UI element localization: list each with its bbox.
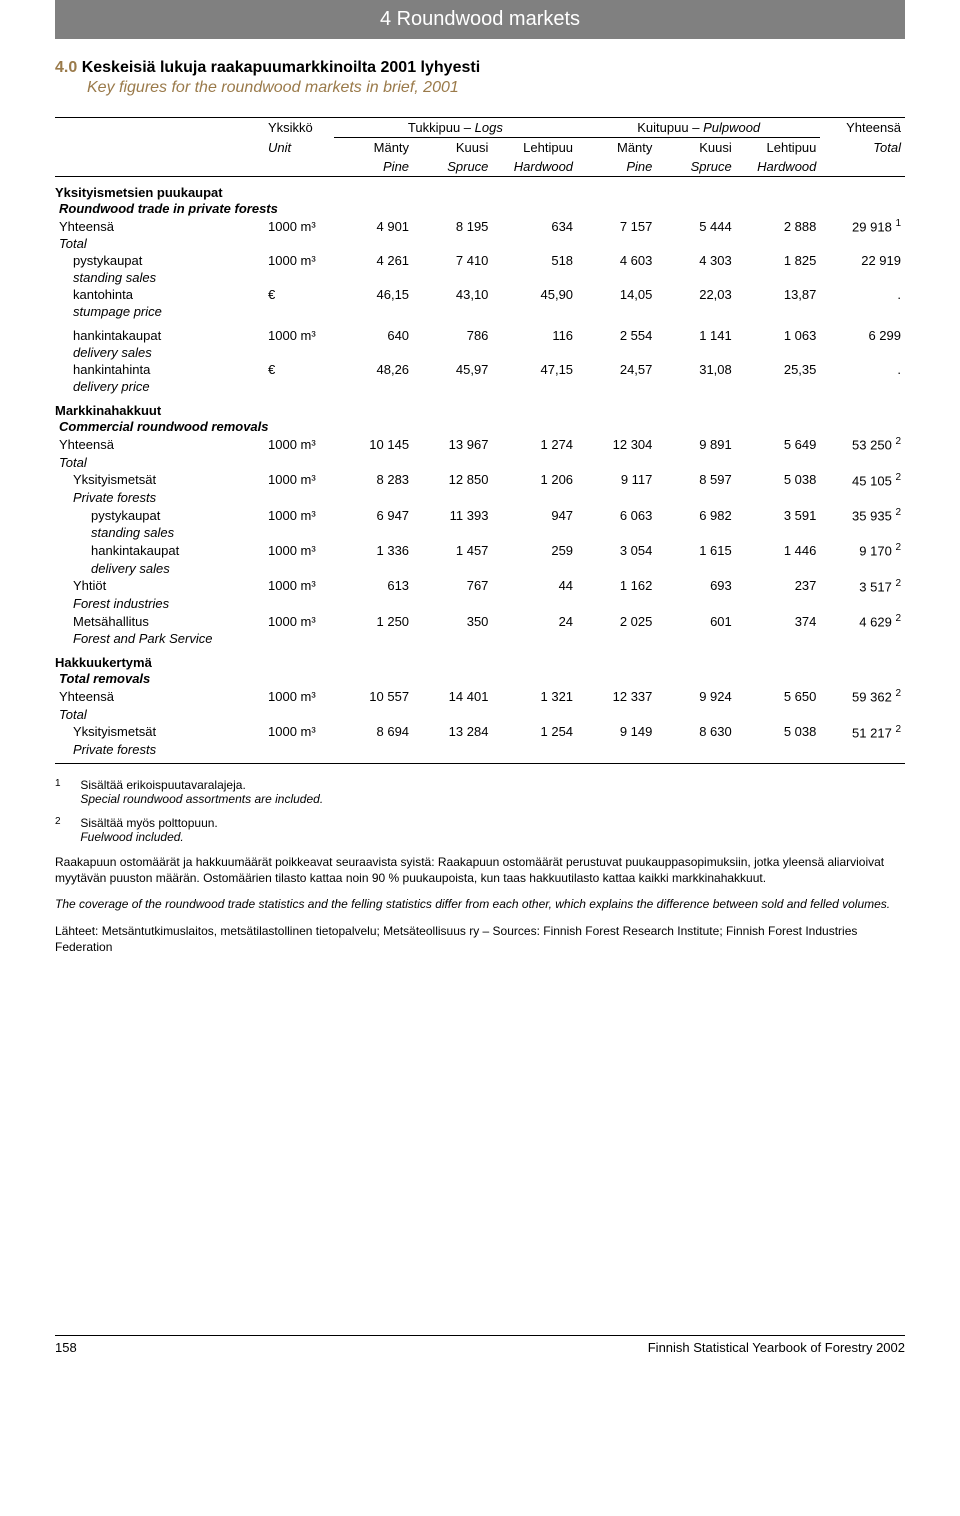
- r1: Yhteensä1000 m³ 4 9018 195634 7 1575 444…: [55, 217, 905, 235]
- title-en: Key figures for the roundwood markets in…: [87, 79, 905, 97]
- r7-en: Private forests: [55, 489, 905, 506]
- header-row-3: Pine Spruce Hardwood Pine Spruce Hardwoo…: [55, 157, 905, 177]
- r13-en: Private forests: [55, 741, 905, 764]
- data-table: Yksikkö Tukkipuu – Logs Kuitupuu – Pulpw…: [55, 117, 905, 764]
- r4-en: delivery sales: [55, 344, 905, 361]
- r12: Yhteensä1000 m³ 10 55714 4011 321 12 337…: [55, 687, 905, 705]
- r5: hankintahinta€ 48,2645,9747,15 24,5731,0…: [55, 361, 905, 378]
- r3-en: stumpage price: [55, 303, 905, 320]
- chapter-header: 4 Roundwood markets: [55, 0, 905, 39]
- section-3-en: Total removals: [55, 670, 905, 687]
- section-2-en: Commercial roundwood removals: [55, 418, 905, 435]
- r12-en: Total: [55, 706, 905, 723]
- header-row-2: Unit Mänty Kuusi Lehtipuu Mänty Kuusi Le…: [55, 138, 905, 158]
- r11-en: Forest and Park Service: [55, 630, 905, 647]
- r11: Metsähallitus1000 m³ 1 25035024 2 025601…: [55, 612, 905, 630]
- r9: hankintakaupat1000 m³ 1 3361 457259 3 05…: [55, 541, 905, 559]
- r3: kantohinta€ 46,1543,1045,90 14,0522,0313…: [55, 286, 905, 303]
- r8: pystykaupat1000 m³ 6 94711 393947 6 0636…: [55, 506, 905, 524]
- col-unit-en: Unit: [264, 138, 334, 158]
- r4: hankintakaupat1000 m³ 640786116 2 5541 1…: [55, 320, 905, 344]
- section-3-fi: Hakkuukertymä: [55, 647, 905, 670]
- section-2-fi: Markkinahakkuut: [55, 395, 905, 418]
- r10: Yhtiöt1000 m³ 61376744 1 162693237 3 517…: [55, 577, 905, 595]
- footnote-1: 1 Sisältää erikoispuutavaralajeja.Specia…: [55, 778, 905, 806]
- r1-en: Total: [55, 235, 905, 252]
- col-logs: Tukkipuu – Logs: [334, 118, 577, 138]
- section-1-fi: Yksityismetsien puukaupat: [55, 177, 905, 201]
- r13: Yksityismetsät1000 m³ 8 69413 2841 254 9…: [55, 723, 905, 741]
- title-number: 4.0: [55, 59, 77, 76]
- book-title: Finnish Statistical Yearbook of Forestry…: [648, 1340, 905, 1355]
- header-row-1: Yksikkö Tukkipuu – Logs Kuitupuu – Pulpw…: [55, 118, 905, 138]
- r5-en: delivery price: [55, 378, 905, 395]
- col-unit-fi: Yksikkö: [264, 118, 334, 138]
- sources-line: Lähteet: Metsäntutkimuslaitos, metsätila…: [55, 923, 905, 955]
- r7: Yksityismetsät1000 m³ 8 28312 8501 206 9…: [55, 471, 905, 489]
- r8-en: standing sales: [55, 524, 905, 541]
- page-footer: 158 Finnish Statistical Yearbook of Fore…: [55, 1335, 905, 1355]
- footnote-2: 2 Sisältää myös polttopuun.Fuelwood incl…: [55, 816, 905, 844]
- r10-en: Forest industries: [55, 595, 905, 612]
- note-paragraph-1: Raakapuun ostomäärät ja hakkuumäärät poi…: [55, 854, 905, 886]
- col-total-fi: Yhteensä: [820, 118, 905, 138]
- section-1-en: Roundwood trade in private forests: [55, 200, 905, 217]
- note-paragraph-2: The coverage of the roundwood trade stat…: [55, 896, 905, 912]
- col-total-en: Total: [820, 138, 905, 158]
- r6: Yhteensä1000 m³ 10 14513 9671 274 12 304…: [55, 435, 905, 453]
- footnotes: 1 Sisältää erikoispuutavaralajeja.Specia…: [55, 778, 905, 844]
- page-number: 158: [55, 1340, 77, 1355]
- title-fi: Keskeisiä lukuja raakapuumarkkinoilta 20…: [82, 59, 480, 76]
- col-pulp: Kuitupuu – Pulpwood: [577, 118, 820, 138]
- r9-en: delivery sales: [55, 560, 905, 577]
- table-title: 4.0 Keskeisiä lukuja raakapuumarkkinoilt…: [55, 59, 905, 77]
- r2: pystykaupat1000 m³ 4 2617 410518 4 6034 …: [55, 252, 905, 269]
- r2-en: standing sales: [55, 269, 905, 286]
- r6-en: Total: [55, 454, 905, 471]
- page-content: 4.0 Keskeisiä lukuja raakapuumarkkinoilt…: [0, 59, 960, 955]
